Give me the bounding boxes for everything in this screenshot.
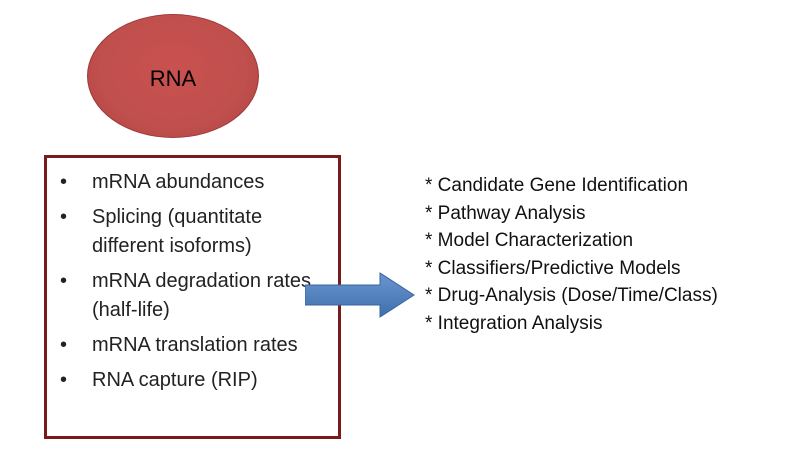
application-item: * Candidate Gene Identification xyxy=(425,175,689,196)
measurements-list: • mRNA abundances • Splicing (quantitate… xyxy=(47,168,338,401)
rna-node: RNA xyxy=(87,14,259,138)
applications-list: * Candidate Gene Identification * Pathwa… xyxy=(425,172,795,337)
list-item-text: RNA capture (RIP) xyxy=(92,369,258,391)
bullet-icon: • xyxy=(60,369,68,391)
measurements-box: • mRNA abundances • Splicing (quantitate… xyxy=(44,155,341,439)
bullet-icon: • xyxy=(60,171,68,193)
list-item: • mRNA abundances xyxy=(47,168,338,197)
list-item: • Splicing (quantitate different isoform… xyxy=(47,203,338,261)
list-item: • mRNA degradation rates (half-life) xyxy=(47,267,338,325)
bullet-icon: • xyxy=(60,206,68,228)
list-item-text: mRNA translation rates xyxy=(92,334,298,356)
list-item: • mRNA translation rates xyxy=(47,331,338,360)
list-item-text: mRNA degradation rates (half-life) xyxy=(92,270,312,321)
rna-node-label: RNA xyxy=(149,66,197,91)
bullet-icon: • xyxy=(60,334,68,356)
list-item-text: Splicing (quantitate different isoforms) xyxy=(92,206,263,257)
application-item: * Integration Analysis xyxy=(425,312,603,334)
right-arrow-icon xyxy=(305,272,415,318)
application-item: * Model Characterization xyxy=(425,230,634,251)
list-item-text: mRNA abundances xyxy=(92,171,265,193)
application-item: * Pathway Analysis xyxy=(425,202,586,224)
list-item: • RNA capture (RIP) xyxy=(47,366,338,395)
bullet-icon: • xyxy=(60,270,68,292)
application-item: * Drug-Analysis (Dose/Time/Class) xyxy=(425,285,718,306)
application-item: * Classifiers/Predictive Models xyxy=(425,257,681,279)
